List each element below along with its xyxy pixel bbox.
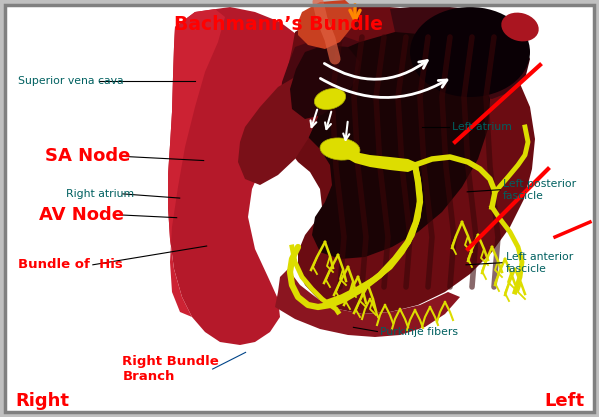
Text: Left anterior
fascicle: Left anterior fascicle bbox=[506, 252, 573, 274]
Polygon shape bbox=[168, 9, 225, 317]
Polygon shape bbox=[275, 269, 460, 337]
Text: Right atrium: Right atrium bbox=[66, 189, 134, 199]
Polygon shape bbox=[280, 5, 535, 314]
Polygon shape bbox=[390, 5, 530, 99]
Polygon shape bbox=[348, 152, 415, 172]
Ellipse shape bbox=[314, 88, 346, 110]
Polygon shape bbox=[168, 7, 310, 345]
Polygon shape bbox=[238, 77, 320, 185]
Text: Right Bundle
Branch: Right Bundle Branch bbox=[122, 355, 219, 383]
Text: Right: Right bbox=[15, 392, 69, 410]
Text: Purkinje fibers: Purkinje fibers bbox=[380, 327, 458, 337]
Text: Left posterior
fascicle: Left posterior fascicle bbox=[503, 179, 576, 201]
Text: AV Node: AV Node bbox=[39, 206, 124, 224]
Text: Left atrium: Left atrium bbox=[452, 122, 512, 132]
Polygon shape bbox=[290, 45, 360, 119]
Ellipse shape bbox=[501, 13, 539, 41]
Polygon shape bbox=[298, 0, 355, 49]
Polygon shape bbox=[295, 5, 370, 67]
Polygon shape bbox=[300, 32, 490, 259]
Text: Bundle of  His: Bundle of His bbox=[18, 258, 123, 271]
Text: Superior vena cava: Superior vena cava bbox=[18, 76, 123, 86]
Text: Left: Left bbox=[544, 392, 584, 410]
Text: SA Node: SA Node bbox=[45, 147, 131, 166]
Polygon shape bbox=[280, 35, 370, 127]
Ellipse shape bbox=[320, 138, 360, 160]
Text: Bachmann’s Bundle: Bachmann’s Bundle bbox=[174, 15, 383, 34]
Ellipse shape bbox=[410, 7, 530, 97]
